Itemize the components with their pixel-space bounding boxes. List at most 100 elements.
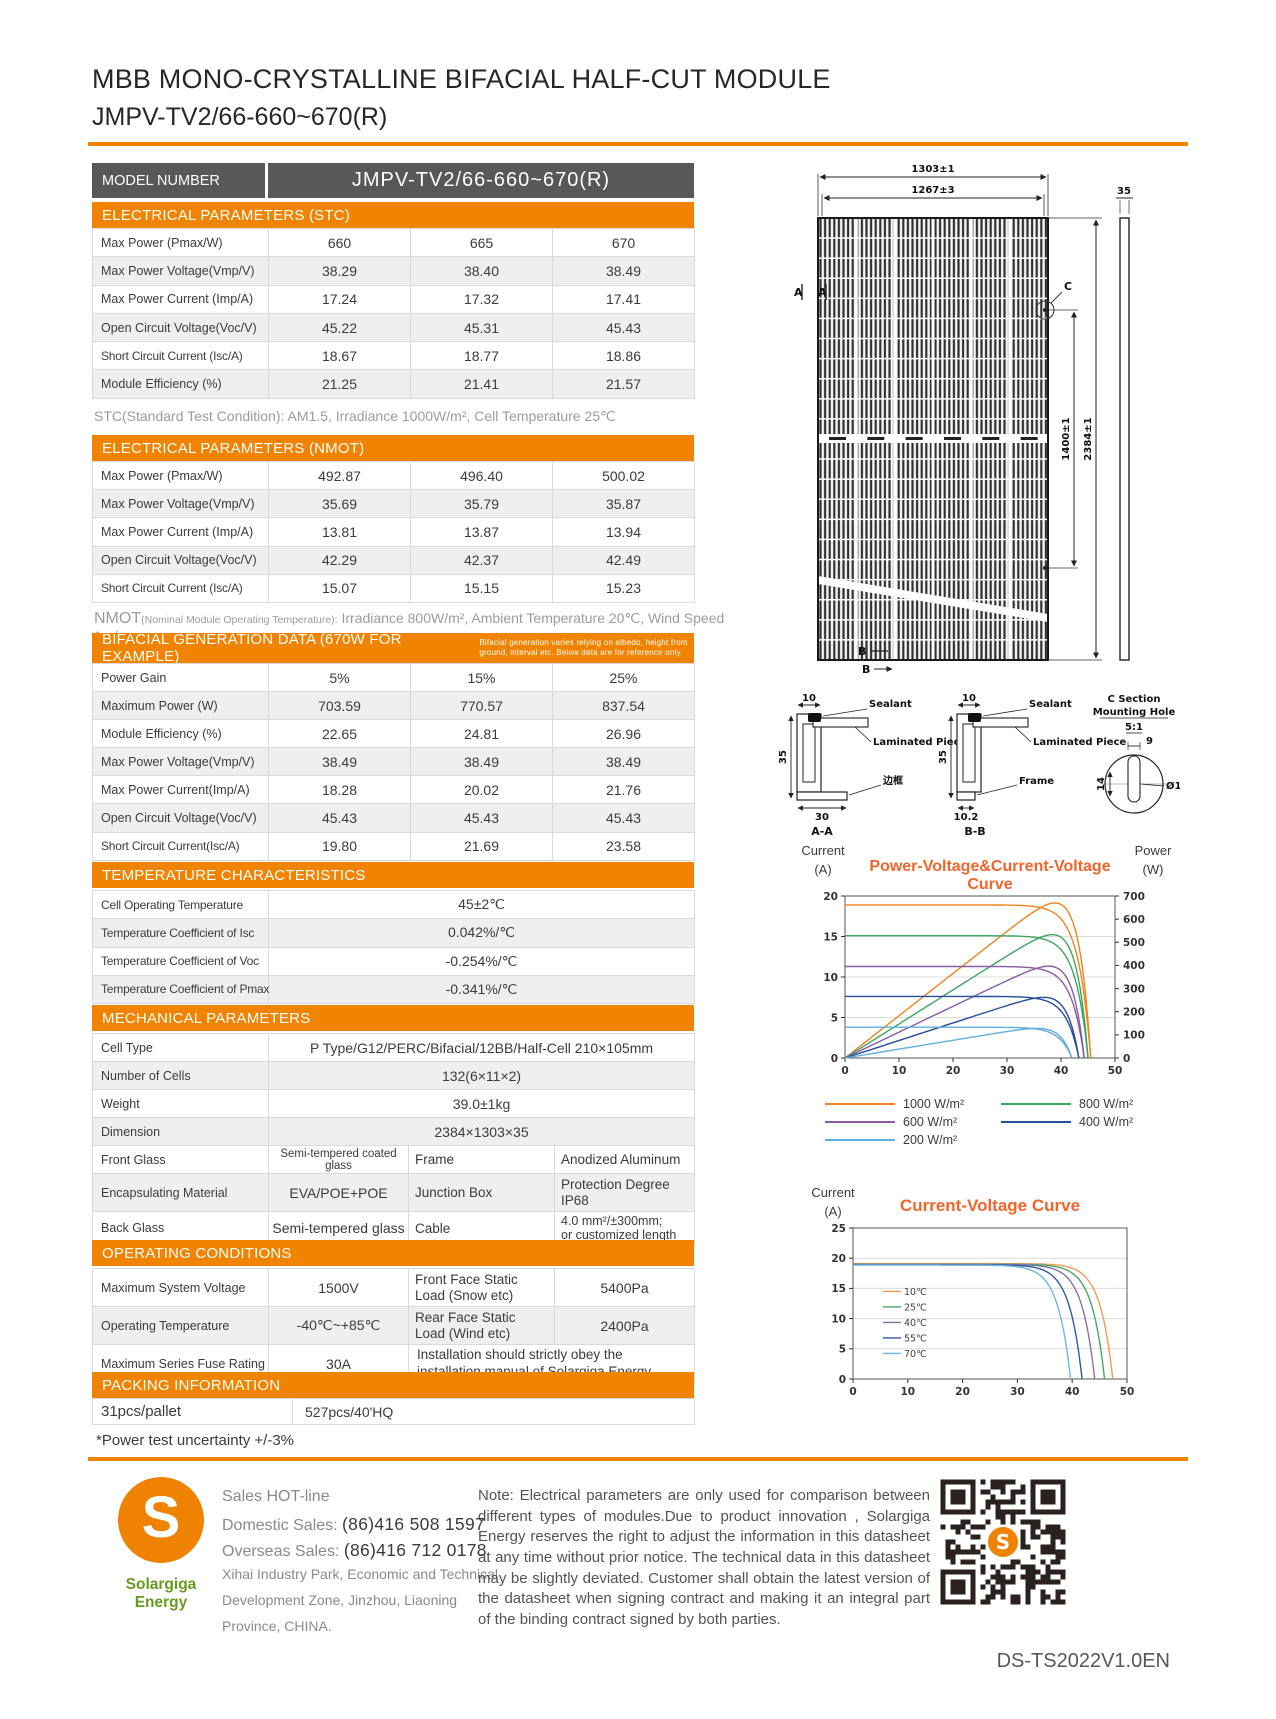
section-header-mechanical: MECHANICAL PARAMETERS [92, 1005, 694, 1031]
row-value: 665 [410, 227, 553, 258]
row-value: 13.94 [552, 517, 695, 547]
row-label-2: Junction Box [408, 1172, 555, 1213]
svg-text:15: 15 [823, 931, 838, 943]
legend-label: 40℃ [904, 1318, 927, 1329]
row-label: Temperature Coefficient of Isc [92, 918, 269, 948]
row-label: Temperature Coefficient of Voc [92, 946, 269, 976]
section-aa: 10 35 Sealant Laminated Piece 边框 30 A-A [778, 693, 967, 838]
section-mark-c: C [1064, 280, 1072, 293]
row-value: 35.87 [552, 489, 695, 519]
svg-text:20: 20 [831, 1253, 846, 1265]
legend-label: 70℃ [904, 1349, 927, 1360]
table-row: Temperature Coefficient of Voc -0.254%/℃ [92, 946, 696, 976]
power-test-footnote: *Power test uncertainty +/-3% [96, 1432, 295, 1449]
row-label: Maximum System Voltage [92, 1267, 269, 1308]
middle-band [818, 434, 1048, 443]
table-row: Operating Temperature -40℃~+85℃ Rear Face … [92, 1306, 695, 1346]
row-label-2: Cable [408, 1211, 555, 1246]
c-dim-top: 9 [1146, 736, 1153, 747]
row-label: Max Power Current(Imp/A) [92, 775, 269, 805]
svg-text:10: 10 [831, 1313, 846, 1325]
row-value: 15.07 [268, 573, 411, 603]
domestic-sales-number: (86)416 508 1597 [342, 1514, 486, 1534]
legend-swatch [825, 1120, 895, 1123]
table-row: Max Power Voltage(Vmp/V) 38.49 38.49 38.49 [92, 747, 695, 777]
chart1-left-axis-unit: (A) [814, 861, 832, 877]
table-row: Short Circuit Current(Isc/A) 19.80 21.69 23… [92, 831, 695, 861]
table-row: Weight 39.0±1kg [92, 1089, 696, 1118]
row-label: Cell Type [92, 1033, 269, 1062]
legend-item: 1000 W/m² [825, 1096, 1001, 1111]
svg-text:5: 5 [831, 1012, 838, 1024]
pv-curve [844, 933, 1089, 1059]
iv-curve [845, 965, 1085, 1059]
iv-curve [845, 995, 1080, 1059]
svg-text:700: 700 [1123, 891, 1145, 903]
row-value: 660 [268, 227, 411, 258]
legend-label: 1000 W/m² [903, 1096, 965, 1111]
row-value: 42.37 [410, 545, 553, 575]
dim-width-inner: 1267±3 [911, 185, 954, 196]
row-value: 45.43 [268, 803, 411, 833]
table-row: Max Power Current (Imp/A) 17.24 17.32 17.41 [92, 284, 695, 314]
row-value: EVA/POE+POE [268, 1172, 409, 1213]
c-caption2: Mounting Hole [1093, 707, 1176, 718]
row-label: Encapsulating Material [92, 1172, 269, 1213]
pv-curve [844, 902, 1092, 1059]
section-c: C Section Mounting Hole 5:1 9 14 Ø14 [1093, 694, 1180, 814]
section-header-packing: PACKING INFORMATION [92, 1372, 694, 1398]
svg-text:10: 10 [823, 972, 838, 984]
row-value: 23.58 [552, 831, 695, 861]
row-value: 45.43 [552, 803, 695, 833]
legend-label: 400 W/m² [1079, 1114, 1134, 1129]
dim-hole-spacing: 1400±1 [1061, 417, 1072, 460]
row-value: -0.254%/℃ [267, 946, 696, 976]
table-row: Open Circuit Voltage(Voc/V) 42.29 42.37 42.… [92, 545, 695, 575]
svg-text:500: 500 [1123, 937, 1145, 949]
c-caption1: C Section [1108, 694, 1161, 705]
chart1-left-axis-title: Current (A) [795, 842, 851, 880]
row-value: 19.80 [268, 831, 411, 861]
row-label: Weight [92, 1089, 269, 1118]
bb-dim-bottom: 10.2 [954, 812, 979, 823]
legend-item: 600 W/m² [825, 1114, 1001, 1129]
row-value: 45.43 [410, 803, 553, 833]
legend-label: 200 W/m² [903, 1132, 958, 1147]
row-value: 527pcs/40'HQ [292, 1398, 695, 1425]
row-value: 35.79 [410, 489, 553, 519]
chart2-left-axis-title: Current (A) [805, 1184, 861, 1222]
row-value-2: 2400Pa [554, 1306, 695, 1346]
legend-label: 10℃ [904, 1287, 927, 1298]
row-label: Open Circuit Voltage(Voc/V) [92, 545, 269, 575]
legend-label: 55℃ [904, 1333, 927, 1344]
row-label: Max Power (Pmax/W) [92, 227, 269, 258]
table-row: Max Power (Pmax/W) 492.87 496.40 500.02 [92, 460, 695, 491]
overseas-sales-line: Overseas Sales: (86)416 712 0178 [222, 1540, 487, 1561]
svg-text:40: 40 [1065, 1386, 1080, 1398]
page-title: MBB MONO-CRYSTALLINE BIFACIAL HALF-CUT M… [92, 64, 831, 94]
row-value: 15.23 [552, 573, 695, 603]
table-row: Short Circuit Current (Isc/A) 15.07 15.15 1… [92, 573, 695, 603]
model-number-bar: MODEL NUMBER JMPV-TV2/66-660~670(R) [92, 163, 694, 198]
svg-text:0: 0 [849, 1386, 856, 1398]
c-dim-side: 14 [1096, 777, 1107, 791]
aa-dim-top: 10 [802, 693, 816, 704]
row-value: 13.81 [268, 517, 411, 547]
legend-item: 400 W/m² [1001, 1114, 1177, 1129]
row-value: Semi-tempered coated glass [268, 1145, 409, 1174]
overseas-sales-number: (86)416 712 0178 [343, 1540, 487, 1560]
row-value: 837.54 [552, 691, 695, 721]
row-label: Number of Cells [92, 1061, 269, 1090]
row-label: Max Power Voltage(Vmp/V) [92, 747, 269, 777]
row-value: 17.32 [410, 284, 553, 314]
stc-note: STC(Standard Test Condition): AM1.5, Irr… [94, 408, 616, 424]
legend-swatch [825, 1102, 895, 1105]
solargiga-logo: S [118, 1477, 204, 1563]
packing-table: 31pcs/pallet 527pcs/40'HQ [92, 1398, 695, 1425]
table-row: Temperature Coefficient of Isc 0.042%/℃ [92, 918, 696, 948]
table-row: Number of Cells 132(6×11×2) [92, 1061, 696, 1090]
table-row: Back Glass Semi-tempered glass Cable 4.0 mm… [92, 1211, 696, 1246]
document-code: DS-TS2022V1.0EN [996, 1650, 1170, 1672]
aa-dim-side: 35 [778, 750, 789, 764]
row-value: 132(6×11×2) [267, 1061, 696, 1090]
